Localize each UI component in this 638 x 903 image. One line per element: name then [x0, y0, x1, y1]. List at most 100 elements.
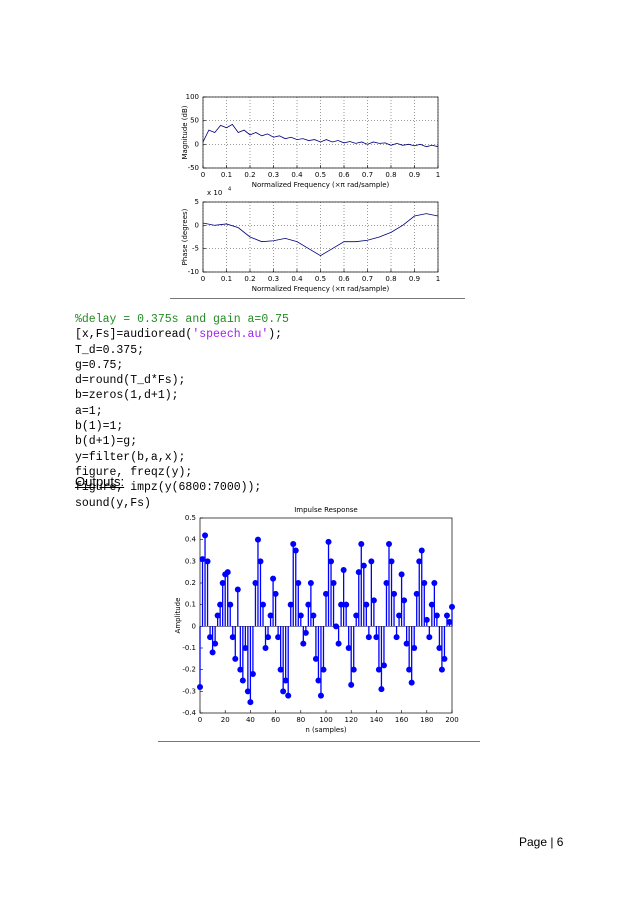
x-tick-label: 160: [395, 716, 408, 724]
code-block: %delay = 0.375s and gain a=0.75 [x,Fs]=au…: [75, 312, 289, 511]
outputs-label: Outputs:: [75, 474, 125, 489]
code-line: %delay = 0.375s and gain a=0.75: [75, 312, 289, 327]
code-line: T_d=0.375;: [75, 343, 289, 358]
stem-marker: [449, 603, 455, 610]
y-multiplier: x 10: [207, 189, 222, 197]
x-tick-label: 0.7: [362, 275, 373, 283]
code-text: );: [268, 328, 283, 342]
stem-marker: [398, 571, 405, 578]
y-tick-label: 0.2: [185, 579, 196, 587]
x-tick-label: 0.9: [409, 171, 420, 179]
stem-marker: [275, 634, 282, 641]
stem-marker: [312, 655, 319, 662]
stem-marker: [212, 640, 219, 647]
stem-marker: [302, 629, 309, 636]
y-tick-label: 5: [195, 198, 199, 206]
stem-marker: [320, 666, 327, 673]
y-axis-label: Phase (degrees): [181, 208, 189, 265]
code-line: a=1;: [75, 404, 289, 419]
stem-marker: [242, 645, 249, 651]
stem-marker: [431, 580, 438, 586]
stem-marker: [438, 666, 445, 673]
x-tick-label: 0: [201, 275, 205, 283]
x-tick-label: 60: [271, 716, 280, 724]
y-tick-label: 0.4: [185, 536, 197, 544]
code-text: figure, impz(y(6800:7000));: [75, 481, 262, 495]
stem-marker: [335, 640, 342, 647]
stem-marker: [224, 569, 231, 576]
stem-marker: [317, 692, 324, 699]
stem-marker: [333, 623, 340, 630]
y-tick-label: 50: [190, 117, 199, 125]
stem-marker: [252, 580, 259, 586]
stem-marker: [214, 612, 221, 619]
x-axis-label: n (samples): [305, 726, 346, 734]
code-line: b(d+1)=g;: [75, 434, 289, 449]
stem-marker: [295, 580, 302, 586]
y-tick-label: -0.4: [182, 709, 196, 717]
stem-marker: [421, 580, 428, 586]
code-line: b(1)=1;: [75, 419, 289, 434]
stem-marker: [355, 569, 362, 576]
y-tick-label: -5: [192, 245, 199, 253]
y-tick-label: -50: [188, 164, 199, 172]
stem-marker: [441, 655, 448, 662]
stem-marker: [391, 590, 398, 597]
code-text: a=1;: [75, 404, 103, 418]
x-tick-label: 0.5: [315, 171, 326, 179]
stem-marker: [363, 601, 370, 608]
x-tick-label: 0.4: [291, 171, 303, 179]
stem-marker: [227, 601, 234, 608]
x-tick-label: 0.2: [244, 171, 255, 179]
stem-marker: [287, 601, 294, 608]
stem-marker: [365, 634, 372, 641]
x-tick-label: 140: [370, 716, 383, 724]
stem-marker: [330, 580, 337, 586]
code-text: figure, freqz(y);: [75, 465, 193, 479]
stem-marker: [272, 590, 279, 597]
stem-marker: [328, 558, 335, 565]
y-tick-label: 0.3: [185, 557, 196, 565]
stem-marker: [401, 597, 408, 604]
stem-marker: [373, 634, 380, 641]
y-tick-label: 0: [195, 221, 199, 229]
stem-marker: [411, 645, 418, 651]
stem-marker: [396, 612, 403, 619]
y-tick-label: -0.1: [182, 644, 196, 652]
x-tick-label: 0: [201, 171, 205, 179]
stem-marker: [207, 634, 214, 641]
stem-marker: [433, 612, 440, 619]
stem-marker: [249, 671, 256, 677]
data-line: [202, 213, 439, 257]
stem-marker: [413, 590, 420, 597]
stem-marker: [323, 590, 329, 597]
y-tick-label: 0: [192, 622, 196, 630]
code-line: sound(y,Fs): [75, 496, 289, 511]
code-text: [x,Fs]=audioread(: [75, 328, 193, 342]
separator: [158, 741, 480, 742]
stem-marker: [375, 666, 382, 673]
stem-marker: [265, 634, 272, 641]
plot-area: [202, 201, 439, 273]
stem-marker: [416, 558, 423, 565]
separator: [170, 298, 465, 299]
y-tick-label: -10: [188, 268, 199, 276]
code-text: b=zeros(1,d+1);: [75, 389, 179, 403]
stem-marker: [343, 601, 350, 608]
code-line: b=zeros(1,d+1);: [75, 388, 289, 403]
x-tick-label: 20: [221, 716, 230, 724]
stem-marker: [428, 601, 435, 608]
stem-marker: [267, 612, 274, 619]
code-text: b(d+1)=g;: [75, 435, 138, 449]
stem-marker: [446, 619, 453, 625]
stem-marker: [297, 612, 304, 619]
data-line: [202, 123, 439, 148]
stem-marker: [338, 601, 345, 608]
code-text: b(1)=1;: [75, 420, 124, 434]
y-tick-label: 0: [195, 140, 199, 148]
x-axis-label: Normalized Frequency (×π rad/sample): [252, 285, 390, 293]
x-tick-label: 0.9: [409, 275, 420, 283]
code-text: g=0.75;: [75, 358, 124, 372]
stem-marker: [202, 532, 209, 539]
stem-marker: [378, 686, 385, 693]
